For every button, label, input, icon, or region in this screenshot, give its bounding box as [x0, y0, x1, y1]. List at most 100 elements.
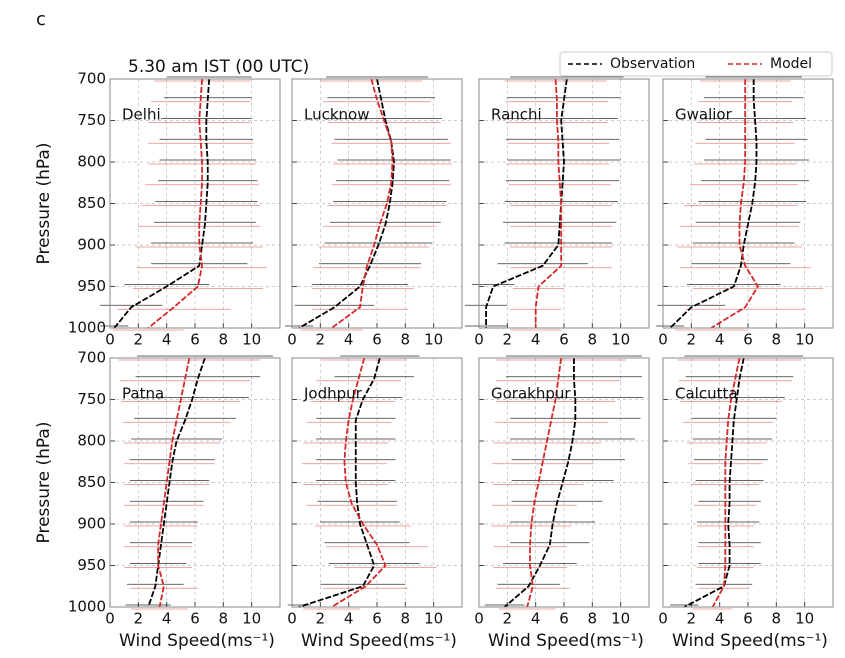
- station-name: Gorakhpur: [491, 385, 571, 403]
- x-tick-label: 4: [162, 610, 172, 628]
- x-tick-label: 10: [424, 610, 443, 628]
- profile-line: [157, 357, 191, 608]
- y-axis-label: Pressure (hPa): [34, 143, 54, 265]
- y-tick-label: 800: [77, 153, 106, 171]
- profile-line: [298, 78, 395, 329]
- x-tick-label: 6: [559, 610, 569, 628]
- y-tick-label: 750: [77, 111, 106, 129]
- profile-line: [683, 357, 745, 608]
- x-tick-label: 6: [372, 331, 382, 349]
- x-tick-label: 6: [372, 610, 382, 628]
- station-name: Gwalior: [675, 106, 733, 124]
- y-axis-label: Pressure (hPa): [34, 422, 54, 544]
- station-name: Patna: [122, 385, 164, 403]
- x-tick-label: 8: [219, 610, 229, 628]
- x-tick-label: 4: [344, 610, 354, 628]
- x-tick-label: 0: [287, 331, 297, 349]
- station-name: Delhi: [122, 106, 161, 124]
- plot-frame: [662, 78, 834, 329]
- x-axis-label: Wind Speed(ms⁻¹): [672, 631, 828, 651]
- y-tick-label: 700: [77, 349, 106, 367]
- plot-frame: [291, 78, 463, 329]
- x-tick-label: 2: [134, 331, 144, 349]
- station-name: Jodhpur: [303, 385, 363, 403]
- x-axis-label: Wind Speed(ms⁻¹): [488, 631, 644, 651]
- profile-line: [669, 79, 758, 329]
- x-tick-label: 0: [105, 610, 115, 628]
- x-tick-label: 0: [105, 331, 115, 349]
- plot-frame: [478, 357, 650, 608]
- x-tick-label: 0: [474, 331, 484, 349]
- y-tick-label: 850: [77, 194, 106, 212]
- x-tick-label: 4: [531, 331, 541, 349]
- x-tick-label: 10: [795, 610, 814, 628]
- x-tick-label: 6: [559, 331, 569, 349]
- x-tick-label: 2: [503, 610, 513, 628]
- station-name: Lucknow: [304, 106, 370, 124]
- plot-frame: [662, 357, 834, 608]
- x-tick-label: 8: [772, 610, 782, 628]
- profile-line: [526, 357, 563, 608]
- y-tick-label: 900: [77, 515, 106, 533]
- plot-frame: [291, 357, 463, 608]
- x-axis-label: Wind Speed(ms⁻¹): [301, 631, 457, 651]
- profile-line: [711, 357, 741, 608]
- legend-box: [559, 51, 833, 77]
- station-name: Ranchi: [491, 106, 542, 124]
- panel-label: c: [36, 9, 46, 30]
- profile-line: [147, 78, 203, 329]
- x-tick-label: 4: [162, 331, 172, 349]
- x-tick-label: 0: [287, 610, 297, 628]
- y-tick-label: 1000: [68, 598, 106, 616]
- x-tick-label: 0: [474, 610, 484, 628]
- y-tick-label: 700: [77, 70, 106, 88]
- plot-frame: [478, 78, 650, 329]
- profile-line: [331, 78, 394, 329]
- x-tick-label: 2: [316, 331, 326, 349]
- x-tick-label: 2: [503, 331, 513, 349]
- legend-label: Observation: [610, 56, 695, 72]
- legend-label: Model: [770, 56, 812, 72]
- x-tick-label: 8: [219, 331, 229, 349]
- x-tick-label: 10: [242, 331, 261, 349]
- y-tick-label: 950: [77, 556, 106, 574]
- x-tick-label: 8: [588, 331, 598, 349]
- y-tick-label: 750: [77, 390, 106, 408]
- x-axis-label: Wind Speed(ms⁻¹): [119, 631, 275, 651]
- profile-line: [298, 357, 381, 608]
- y-tick-label: 900: [77, 236, 106, 254]
- profile-line: [331, 357, 387, 608]
- y-tick-label: 950: [77, 277, 106, 295]
- plot-frame: [109, 78, 281, 329]
- x-tick-label: 6: [190, 331, 200, 349]
- x-tick-label: 2: [687, 331, 697, 349]
- x-tick-label: 2: [316, 610, 326, 628]
- x-tick-label: 8: [588, 610, 598, 628]
- station-name: Calcutta: [675, 385, 738, 403]
- x-tick-label: 8: [401, 610, 411, 628]
- profile-line: [534, 78, 563, 328]
- y-tick-label: 1000: [68, 319, 106, 337]
- profile-line: [710, 79, 759, 329]
- x-tick-label: 4: [715, 610, 725, 628]
- x-tick-label: 0: [658, 331, 668, 349]
- x-tick-label: 10: [611, 331, 630, 349]
- x-tick-label: 4: [344, 331, 354, 349]
- x-tick-label: 6: [190, 610, 200, 628]
- x-tick-label: 6: [743, 610, 753, 628]
- x-tick-label: 10: [611, 610, 630, 628]
- x-tick-label: 4: [531, 610, 541, 628]
- x-tick-label: 2: [687, 610, 697, 628]
- x-tick-label: 4: [715, 331, 725, 349]
- x-tick-label: 8: [401, 331, 411, 349]
- profile-line: [113, 78, 211, 329]
- x-tick-label: 2: [134, 610, 144, 628]
- y-tick-label: 800: [77, 432, 106, 450]
- x-tick-label: 6: [743, 331, 753, 349]
- x-tick-label: 10: [795, 331, 814, 349]
- x-tick-label: 8: [772, 331, 782, 349]
- x-tick-label: 0: [658, 610, 668, 628]
- figure-title: 5.30 am IST (00 UTC): [128, 57, 309, 77]
- plot-frame: [109, 357, 281, 608]
